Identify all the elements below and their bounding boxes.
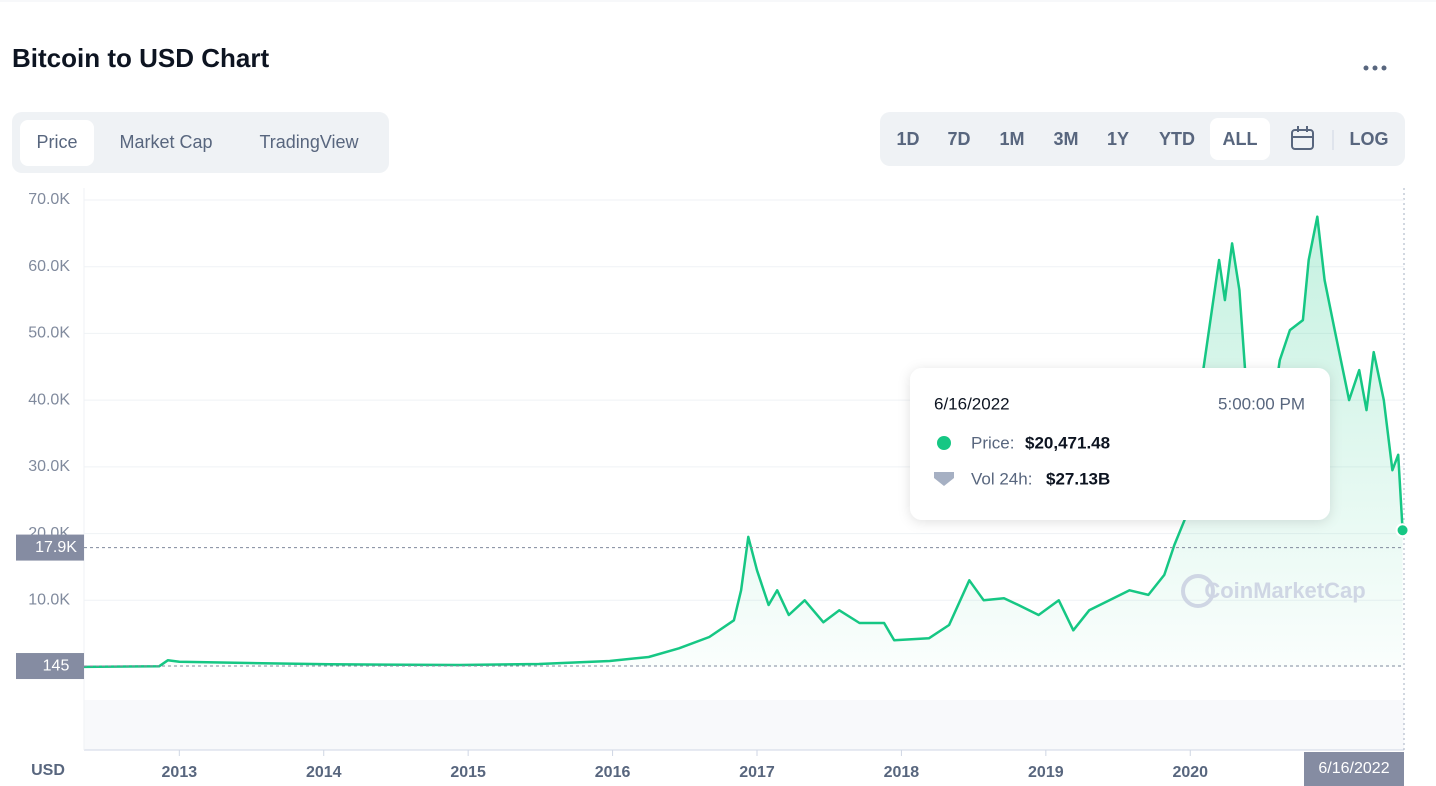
watermark-logo xyxy=(1181,574,1215,608)
range-button[interactable]: 7D xyxy=(947,129,970,149)
end-label-box xyxy=(1304,752,1404,786)
ref-label-box xyxy=(16,534,84,561)
x-tick-label: 2014 xyxy=(306,764,342,781)
menu-dots[interactable] xyxy=(1363,65,1387,71)
range-button[interactable]: ALL xyxy=(1223,129,1258,149)
y-tick-label: 10.0K xyxy=(28,592,70,609)
x-tick-label: 2018 xyxy=(884,764,920,781)
log-button[interactable]: LOG xyxy=(1350,129,1389,149)
price-dot xyxy=(937,436,951,450)
ref-label: 17.9K xyxy=(35,539,77,556)
y-tick-label: 30.0K xyxy=(28,458,70,475)
price-label: Price: xyxy=(971,433,1014,452)
y-tick-label: 70.0K xyxy=(28,191,70,208)
price-value: $20,471.48 xyxy=(1025,433,1110,452)
tooltip: 6/16/2022 5:00:00 PM Price: $20,471.48 V… xyxy=(910,368,1330,520)
title: Bitcoin to USD Chart xyxy=(12,43,269,73)
range-button[interactable]: 3M xyxy=(1053,129,1078,149)
tooltip-date: 6/16/2022 xyxy=(934,394,1010,413)
range-button[interactable]: 1D xyxy=(896,129,919,149)
tab[interactable]: Price xyxy=(36,132,77,152)
tab[interactable]: Market Cap xyxy=(119,132,212,152)
tooltip-box xyxy=(910,368,1330,520)
active-tab-bg xyxy=(20,120,94,166)
volume-value: $27.13B xyxy=(1046,469,1110,488)
tab[interactable]: TradingView xyxy=(259,132,359,152)
y-tick-label: 60.0K xyxy=(28,258,70,275)
ref-label-box xyxy=(16,653,84,680)
volume-icon xyxy=(934,472,954,486)
ref-label: 145 xyxy=(43,657,70,674)
x-tick-label: 2015 xyxy=(450,764,486,781)
tab-group xyxy=(12,112,389,173)
active-range-bg xyxy=(1210,118,1270,160)
x-tick-label: 2020 xyxy=(1172,764,1208,781)
tooltip-time: 5:00:00 PM xyxy=(1218,394,1305,413)
y-unit: USD xyxy=(31,762,65,779)
range-group xyxy=(880,112,1405,166)
range-button[interactable]: YTD xyxy=(1159,129,1195,149)
current-point xyxy=(1395,523,1410,538)
x-tick-label: 2017 xyxy=(739,764,775,781)
x-tick-label: 2016 xyxy=(595,764,631,781)
end-label: 6/16/2022 xyxy=(1318,760,1389,777)
calendar-icon[interactable] xyxy=(1291,126,1314,150)
volume-strip xyxy=(84,700,1404,750)
range-button[interactable]: 1Y xyxy=(1107,129,1129,149)
x-tick-label: 2013 xyxy=(162,764,198,781)
watermark: CoinMarketCap xyxy=(1204,578,1365,603)
y-tick-label: 50.0K xyxy=(28,325,70,342)
volume-label: Vol 24h: xyxy=(971,469,1032,488)
price-line xyxy=(83,215,1404,669)
x-tick-label: 2019 xyxy=(1028,764,1064,781)
y-tick-label: 40.0K xyxy=(28,391,70,408)
range-button[interactable]: 1M xyxy=(999,129,1024,149)
